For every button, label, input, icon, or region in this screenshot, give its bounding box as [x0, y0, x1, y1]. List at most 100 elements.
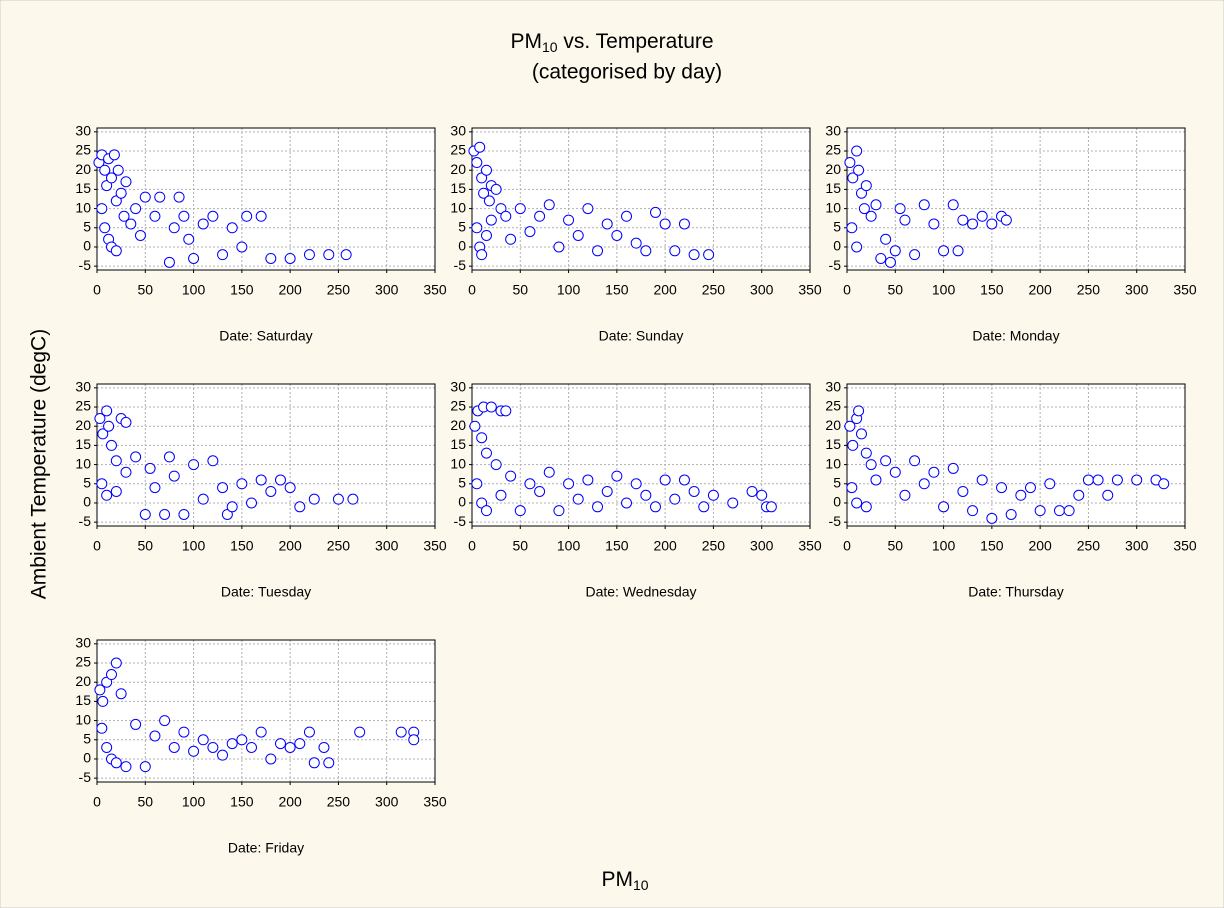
y-tick-label: -5 — [829, 257, 842, 273]
scatter-point — [947, 199, 959, 211]
y-tick-label: 5 — [833, 218, 841, 234]
y-tick-label: 20 — [825, 417, 841, 433]
scatter-point — [284, 741, 296, 753]
y-tick-label: 5 — [458, 474, 466, 490]
x-tick-label: 300 — [375, 794, 399, 810]
scatter-point — [698, 501, 710, 513]
scatter-point — [947, 462, 959, 474]
scatter-point — [865, 210, 877, 222]
y-tick-label: 10 — [825, 455, 841, 471]
y-tick-label: 0 — [833, 494, 841, 510]
scatter-point — [500, 210, 512, 222]
scatter-point — [858, 203, 870, 215]
y-tick-label: 10 — [450, 199, 466, 215]
scatter-point — [480, 505, 492, 517]
y-tick-label: 15 — [75, 436, 91, 452]
scatter-point — [149, 730, 161, 742]
scatter-point — [188, 459, 200, 471]
scatter-point — [967, 218, 979, 230]
scatter-point — [236, 241, 248, 253]
scatter-point — [246, 741, 258, 753]
x-tick-label: 200 — [278, 538, 302, 554]
x-tick-label: 300 — [1125, 282, 1149, 298]
x-tick-label: 50 — [887, 538, 903, 554]
scatter-point — [1082, 474, 1094, 486]
scatter-point — [1053, 505, 1065, 517]
scatter-point — [207, 210, 219, 222]
scatter-point — [846, 482, 858, 494]
scatter-point — [130, 718, 142, 730]
scatter-point — [226, 738, 238, 750]
title-rest: vs. Temperature — [558, 30, 714, 53]
y-tick-label: 0 — [833, 238, 841, 254]
scatter-point — [318, 741, 330, 753]
scatter-point — [865, 459, 877, 471]
scatter-point — [159, 508, 171, 520]
scatter-point — [110, 455, 122, 467]
scatter-point — [870, 474, 882, 486]
plot-area — [472, 384, 810, 526]
scatter-point — [207, 741, 219, 753]
scatter-point — [514, 203, 526, 215]
scatter-point — [217, 249, 229, 261]
x-label-subscript: 10 — [633, 877, 649, 893]
plot-frame — [846, 127, 1186, 271]
scatter-point — [99, 222, 111, 234]
scatter-point — [563, 478, 575, 490]
x-tick-label: 100 — [182, 282, 206, 298]
scatter-point — [572, 229, 584, 241]
scatter-point — [592, 245, 604, 257]
scatter-point — [294, 738, 306, 750]
x-tick-label: 300 — [750, 538, 774, 554]
y-tick-label: 15 — [450, 180, 466, 196]
scatter-point — [1044, 478, 1056, 490]
scatter-point — [490, 183, 502, 195]
x-tick-label: 0 — [843, 538, 851, 554]
x-tick-label: 100 — [932, 282, 956, 298]
x-tick-label: 50 — [137, 538, 153, 554]
scatter-point — [534, 210, 546, 222]
y-tick-label: -5 — [79, 769, 92, 785]
scatter-point — [485, 401, 497, 413]
y-tick-label: 30 — [75, 379, 91, 395]
scatter-point — [110, 657, 122, 669]
x-tick-label: 50 — [512, 538, 528, 554]
scatter-point — [105, 172, 117, 184]
scatter-point — [996, 482, 1008, 494]
scatter-point — [134, 229, 146, 241]
scatter-point — [471, 222, 483, 234]
scatter-point — [144, 462, 156, 474]
scatter-point — [94, 413, 106, 425]
scatter-point — [860, 447, 872, 459]
x-tick-label: 300 — [1125, 538, 1149, 554]
scatter-point — [899, 214, 911, 226]
scatter-point — [471, 157, 483, 169]
scatter-point — [105, 439, 117, 451]
y-tick-label: 30 — [450, 123, 466, 139]
x-tick-label: 50 — [512, 282, 528, 298]
x-tick-label: 200 — [1028, 538, 1052, 554]
scatter-point — [112, 164, 124, 176]
scatter-point — [649, 501, 661, 513]
x-tick-label: 300 — [375, 282, 399, 298]
y-tick-label: 10 — [450, 455, 466, 471]
scatter-point — [688, 249, 700, 261]
x-tick-label: 150 — [605, 282, 629, 298]
scatter-point — [1102, 489, 1114, 501]
scatter-point — [582, 203, 594, 215]
scatter-point — [110, 485, 122, 497]
scatter-point — [505, 470, 517, 482]
y-tick-label: 20 — [75, 417, 91, 433]
scatter-point — [168, 741, 180, 753]
y-tick-label: 25 — [75, 398, 91, 414]
scatter-point — [500, 405, 512, 417]
y-tick-label: 20 — [450, 161, 466, 177]
scatter-point — [746, 485, 758, 497]
scatter-point — [860, 180, 872, 192]
y-tick-label: 20 — [75, 161, 91, 177]
y-tick-label: 25 — [825, 398, 841, 414]
scatter-point — [875, 252, 887, 264]
scatter-point — [303, 249, 315, 261]
scatter-point — [851, 145, 863, 157]
y-tick-label: 20 — [450, 417, 466, 433]
